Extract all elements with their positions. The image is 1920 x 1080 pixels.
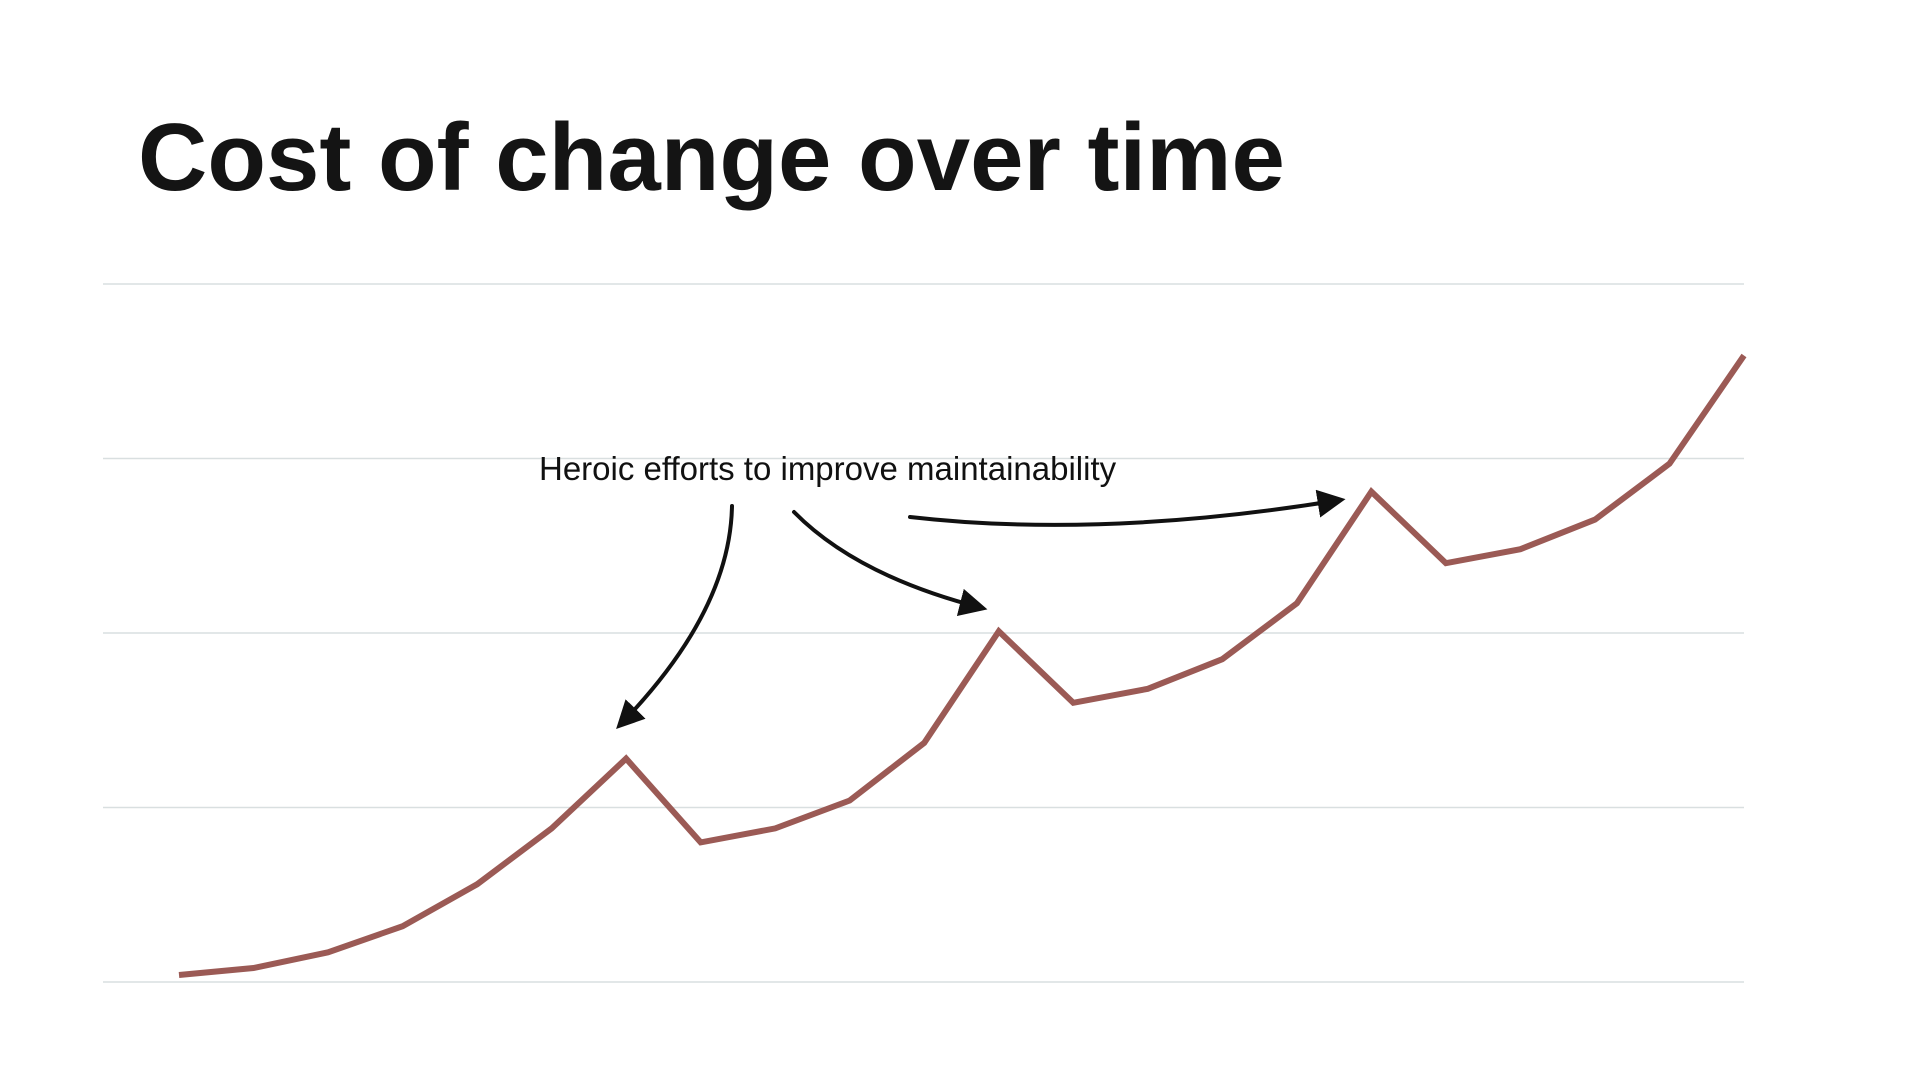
annotation-arrow: [792, 510, 988, 617]
grid: [103, 283, 1744, 983]
data-line: [178, 353, 1747, 978]
chart-title: Cost of change over time: [138, 104, 1285, 211]
annotation-arrow: [616, 504, 734, 730]
annotation: Heroic efforts to improve maintainabilit…: [539, 450, 1117, 487]
annotation-arrow: [908, 489, 1346, 527]
